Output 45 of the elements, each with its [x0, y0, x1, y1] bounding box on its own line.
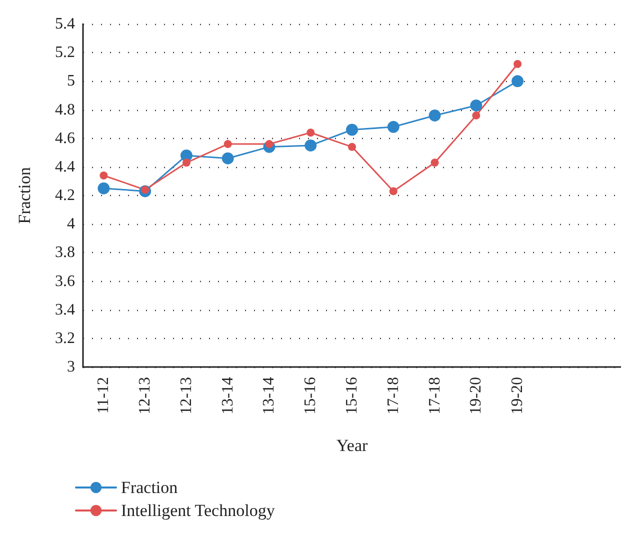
point: [346, 124, 358, 136]
y-tick-label: 5: [67, 72, 75, 90]
y-tick-label: 3.4: [55, 301, 75, 318]
x-tick-label: 19-20: [509, 377, 526, 414]
legend-label: Intelligent Technology: [121, 501, 276, 520]
y-tick-label: 4.4: [55, 158, 75, 176]
point: [306, 128, 315, 137]
point: [100, 171, 108, 180]
point: [430, 158, 439, 167]
point: [472, 111, 480, 120]
y-tick-label: 4.6: [55, 130, 75, 147]
y-axis-title: Fraction: [15, 166, 34, 224]
y-tick-label: 4.8: [55, 101, 75, 118]
y-tick-label: 4: [67, 216, 75, 233]
point: [389, 187, 398, 196]
point: [470, 99, 482, 112]
point: [304, 139, 317, 152]
point: [222, 152, 234, 164]
y-tick-label: 4.2: [55, 187, 75, 204]
y-tick-label: 3: [67, 358, 75, 376]
y-tick-label: 3.6: [55, 272, 75, 290]
y-tick-label: 5.2: [55, 44, 75, 62]
y-tick-label: 3.2: [55, 330, 75, 347]
point: [98, 182, 110, 194]
x-tick-label: 19-20: [468, 377, 485, 414]
point: [514, 60, 522, 68]
point: [512, 75, 524, 88]
point: [348, 142, 356, 151]
x-tick-label: 12-13: [178, 377, 195, 414]
point: [182, 158, 190, 167]
x-axis-title: Year: [336, 436, 368, 455]
y-tick-label: 5.4: [55, 16, 75, 32]
x-tick-label: 11-12: [95, 377, 112, 414]
point: [387, 120, 400, 133]
x-tick-label: 13-14: [260, 377, 278, 414]
x-tick-label: 17-18: [384, 377, 402, 414]
y-tick-label: 3.8: [55, 244, 75, 262]
legend-label: Fraction: [121, 478, 178, 497]
x-tick-label: 13-14: [219, 377, 236, 414]
x-tick-label: 15-16: [344, 377, 360, 414]
point: [224, 140, 232, 148]
x-tick-label: 17-18: [426, 377, 444, 414]
x-tick-label: 12-13: [136, 377, 154, 414]
point: [428, 109, 441, 122]
x-tick-label: 15-16: [302, 377, 320, 414]
